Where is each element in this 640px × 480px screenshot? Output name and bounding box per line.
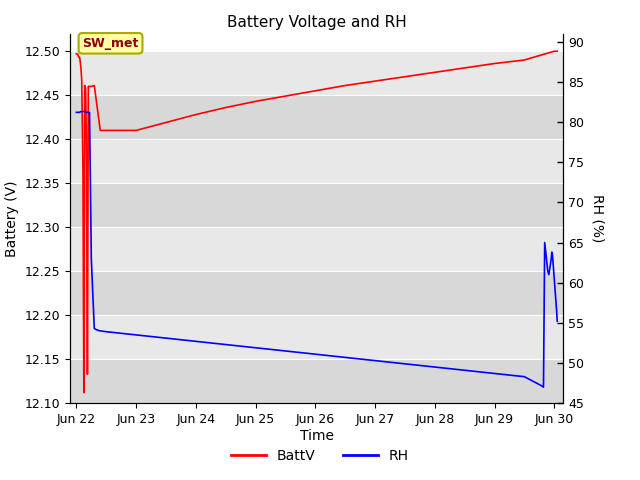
Bar bbox=[70, 51, 563, 95]
Title: Battery Voltage and RH: Battery Voltage and RH bbox=[227, 15, 406, 30]
Bar bbox=[70, 227, 563, 271]
X-axis label: Time: Time bbox=[300, 429, 334, 443]
Text: SW_met: SW_met bbox=[83, 37, 139, 50]
Legend: BattV, RH: BattV, RH bbox=[225, 443, 415, 468]
Bar bbox=[70, 95, 563, 139]
Bar bbox=[70, 139, 563, 183]
Y-axis label: Battery (V): Battery (V) bbox=[5, 180, 19, 257]
Y-axis label: RH (%): RH (%) bbox=[591, 194, 605, 242]
Bar bbox=[70, 183, 563, 227]
Bar bbox=[70, 315, 563, 359]
Bar bbox=[70, 271, 563, 315]
Bar bbox=[70, 359, 563, 403]
